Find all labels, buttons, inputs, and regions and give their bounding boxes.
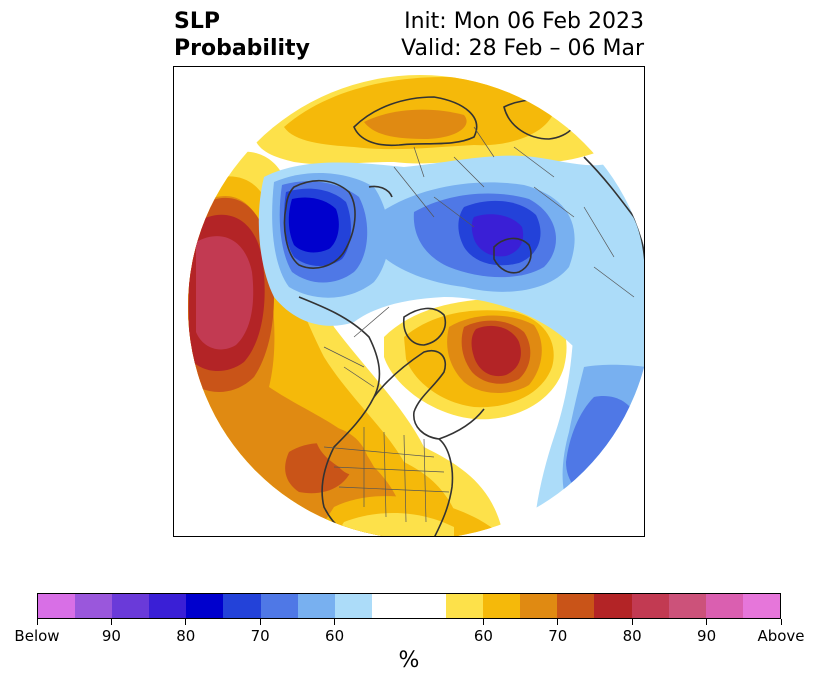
colorbar-tick-label: 60 xyxy=(325,627,345,645)
colorbar-segment xyxy=(594,594,632,618)
colorbar-tick-label: 90 xyxy=(697,627,717,645)
colorbar-segment xyxy=(371,594,409,618)
title-line-probability: Probability xyxy=(174,36,310,61)
colorbar-segment xyxy=(408,594,447,618)
colorbar-segment xyxy=(297,594,335,618)
colorbar-unit-label: % xyxy=(398,648,420,673)
colorbar-tick-label: 80 xyxy=(176,627,196,645)
forecast-dates: Init: Mon 06 Feb 2023 Valid: 28 Feb – 06… xyxy=(401,8,644,62)
colorbar-tick-label: 80 xyxy=(622,627,642,645)
colorbar-segment xyxy=(149,594,187,618)
colorbar-segment xyxy=(446,594,484,618)
colorbar-segment xyxy=(260,594,298,618)
init-date-text: Init: Mon 06 Feb 2023 xyxy=(404,9,644,34)
colorbar-tick xyxy=(482,619,484,625)
colorbar-segment xyxy=(334,594,372,618)
probability-colorbar xyxy=(37,593,781,619)
colorbar-tick xyxy=(557,619,559,625)
colorbar-tick xyxy=(334,619,336,625)
colorbar-segment xyxy=(75,594,113,618)
colorbar-segment xyxy=(520,594,558,618)
political-borders xyxy=(323,126,635,523)
colorbar-segment xyxy=(705,594,743,618)
colorbar-tick xyxy=(110,619,112,625)
colorbar-tick xyxy=(259,619,261,625)
above-normal-labrador-anomaly xyxy=(384,298,567,420)
colorbar-tick-label: 90 xyxy=(101,627,121,645)
map-panel xyxy=(173,66,645,537)
colorbar-tick xyxy=(780,619,782,625)
colorbar-tick xyxy=(706,619,708,625)
colorbar-segment xyxy=(112,594,150,618)
map-title: SLP Probability xyxy=(174,8,310,62)
colorbar-segment xyxy=(38,594,76,618)
below-normal-arctic-anomaly xyxy=(258,147,644,364)
colorbar-segment xyxy=(668,594,706,618)
colorbar-tick xyxy=(185,619,187,625)
colorbar-segment xyxy=(223,594,261,618)
above-normal-europe-anomaly xyxy=(254,75,644,165)
colorbar-tick-label: 70 xyxy=(250,627,270,645)
colorbar-segment xyxy=(483,594,521,618)
probability-map xyxy=(188,75,644,536)
colorbar-segment xyxy=(631,594,669,618)
colorbar-tick xyxy=(631,619,633,625)
above-normal-pacific-anomaly xyxy=(188,151,504,536)
title-line-slp: SLP xyxy=(174,9,220,34)
colorbar-tick-label: 70 xyxy=(548,627,568,645)
colorbar-tick-label: Above xyxy=(757,627,805,645)
colorbar-tick xyxy=(36,619,38,625)
valid-date-text: Valid: 28 Feb – 06 Mar xyxy=(401,36,644,61)
colorbar-segment xyxy=(557,594,595,618)
colorbar-tick-label: Below xyxy=(14,627,60,645)
colorbar-segment xyxy=(742,594,780,618)
colorbar-segment xyxy=(186,594,224,618)
colorbar-tick-label: 60 xyxy=(473,627,493,645)
